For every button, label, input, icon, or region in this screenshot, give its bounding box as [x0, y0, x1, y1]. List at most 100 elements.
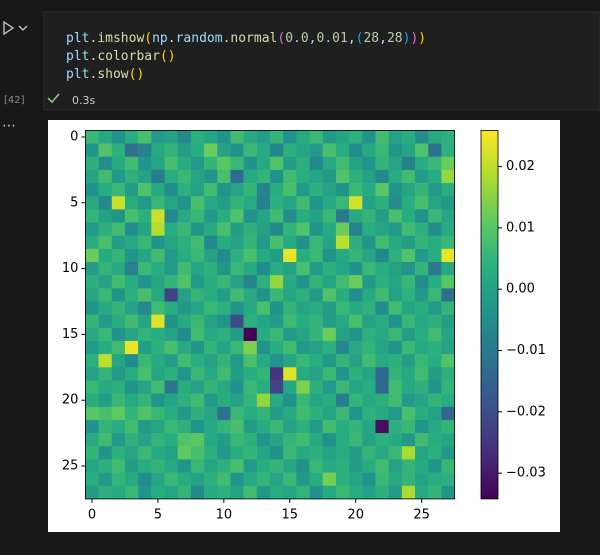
cell — [256, 406, 271, 421]
cell — [230, 485, 244, 500]
run-button[interactable] — [3, 20, 15, 36]
code: plt.imshow(np.random.normal(0.0,0.01,(28… — [66, 31, 426, 82]
cell — [190, 209, 205, 223]
cell — [124, 222, 139, 236]
code-token: np — [152, 31, 168, 46]
cell — [309, 143, 324, 158]
cell — [401, 196, 416, 210]
cell — [164, 340, 178, 355]
cell — [401, 183, 416, 197]
cell — [243, 209, 258, 223]
cell — [296, 367, 310, 381]
cell — [151, 419, 165, 434]
cell — [190, 472, 205, 487]
cell — [190, 235, 205, 250]
cell — [177, 406, 192, 421]
cell — [401, 275, 416, 289]
cell — [349, 380, 363, 394]
cell — [335, 485, 350, 500]
cell — [217, 222, 231, 236]
cell — [111, 367, 126, 381]
cell — [85, 288, 99, 302]
cell — [138, 406, 152, 421]
cell — [111, 222, 126, 236]
cell — [243, 485, 258, 500]
cell — [164, 380, 178, 394]
cell — [415, 433, 429, 447]
cell — [111, 209, 126, 223]
cell — [335, 446, 350, 460]
cell — [296, 327, 310, 342]
cell — [204, 367, 218, 381]
cell — [375, 459, 389, 473]
cell — [98, 446, 113, 460]
cell — [441, 130, 455, 144]
cell — [428, 196, 442, 210]
cell — [322, 235, 337, 250]
code-token: ) — [418, 31, 426, 46]
cell — [256, 143, 271, 158]
cell — [296, 196, 310, 210]
cell — [335, 459, 350, 473]
cell — [362, 446, 376, 460]
cell — [177, 367, 192, 381]
cell — [190, 183, 205, 197]
cell — [401, 169, 416, 184]
cell — [388, 209, 403, 223]
cell — [124, 288, 139, 302]
cell — [415, 235, 429, 250]
cell — [441, 262, 455, 276]
cell — [204, 301, 218, 315]
cell — [415, 209, 429, 223]
cell — [428, 446, 442, 460]
cell — [111, 196, 126, 210]
cell — [230, 209, 244, 223]
cell — [375, 314, 389, 329]
cell — [177, 130, 192, 144]
cell — [296, 262, 310, 276]
cell — [428, 143, 442, 158]
cell — [177, 340, 192, 355]
cell — [335, 314, 350, 329]
cell — [177, 248, 192, 263]
cell — [111, 262, 126, 276]
cell — [164, 262, 178, 276]
x-tick-label: 15 — [282, 507, 299, 522]
cell — [349, 143, 363, 158]
cell — [243, 288, 258, 302]
cell — [401, 288, 416, 302]
cell — [309, 327, 324, 342]
cell — [204, 275, 218, 289]
cell — [375, 248, 389, 263]
cell — [138, 196, 152, 210]
cell — [415, 472, 429, 487]
cell — [217, 340, 231, 355]
cell — [217, 169, 231, 184]
cell — [138, 209, 152, 223]
cell — [401, 301, 416, 315]
cell — [309, 472, 324, 487]
cell — [283, 340, 297, 355]
cell — [375, 301, 389, 315]
cell — [164, 354, 178, 368]
cell — [349, 485, 363, 500]
cell — [270, 485, 284, 500]
cell — [322, 301, 337, 315]
run-menu[interactable] — [18, 25, 28, 31]
code-token: 0.0 — [285, 31, 308, 46]
cell — [256, 169, 271, 184]
cell — [270, 406, 284, 421]
cell — [85, 130, 99, 144]
cell — [204, 143, 218, 158]
cell — [230, 235, 244, 250]
cell — [85, 393, 99, 408]
cell — [98, 169, 113, 184]
cell — [151, 314, 165, 329]
cell — [111, 156, 126, 171]
cell — [204, 446, 218, 460]
cell — [362, 169, 376, 184]
output-menu[interactable]: ⋯ — [2, 118, 16, 134]
cell — [124, 209, 139, 223]
cell — [309, 248, 324, 263]
